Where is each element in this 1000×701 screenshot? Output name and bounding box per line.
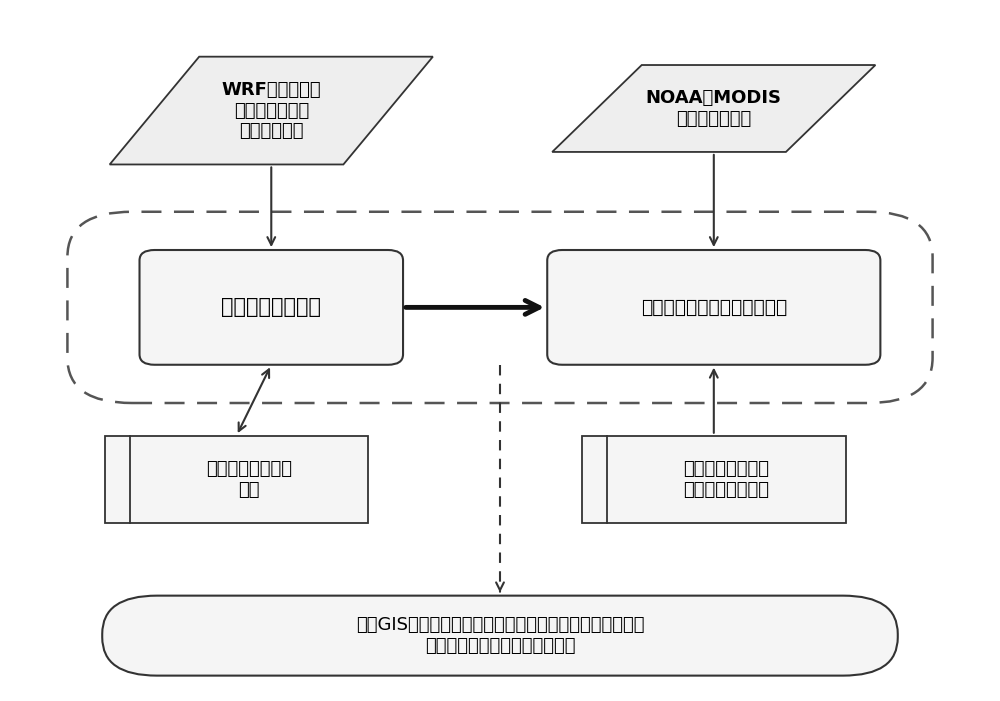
FancyBboxPatch shape (547, 250, 880, 365)
Text: NOAA、MODIS
等极轨卫星数据: NOAA、MODIS 等极轨卫星数据 (646, 89, 782, 128)
FancyBboxPatch shape (140, 250, 403, 365)
Text: 森林火险指数计算
模型: 森林火险指数计算 模型 (206, 460, 292, 498)
FancyBboxPatch shape (102, 596, 898, 676)
Polygon shape (110, 57, 433, 165)
Bar (582, 436, 846, 523)
Text: WRF精细化预报
产品，基于卫星
的植被资料等: WRF精细化预报 产品，基于卫星 的植被资料等 (221, 81, 321, 140)
Polygon shape (552, 65, 875, 152)
Text: 基于卫星数据的地面火点识别: 基于卫星数据的地面火点识别 (641, 298, 787, 317)
Text: 卫星数据预处理、
地面火点识别算法: 卫星数据预处理、 地面火点识别算法 (683, 460, 769, 498)
Text: 基于GIS技术，将森林火险等级预报和火点监测结果与电网
输电线路及设备等结合展示输出: 基于GIS技术，将森林火险等级预报和火点监测结果与电网 输电线路及设备等结合展示… (356, 616, 644, 655)
Bar (105, 436, 368, 523)
Text: 森林火险等级预报: 森林火险等级预报 (221, 297, 321, 318)
